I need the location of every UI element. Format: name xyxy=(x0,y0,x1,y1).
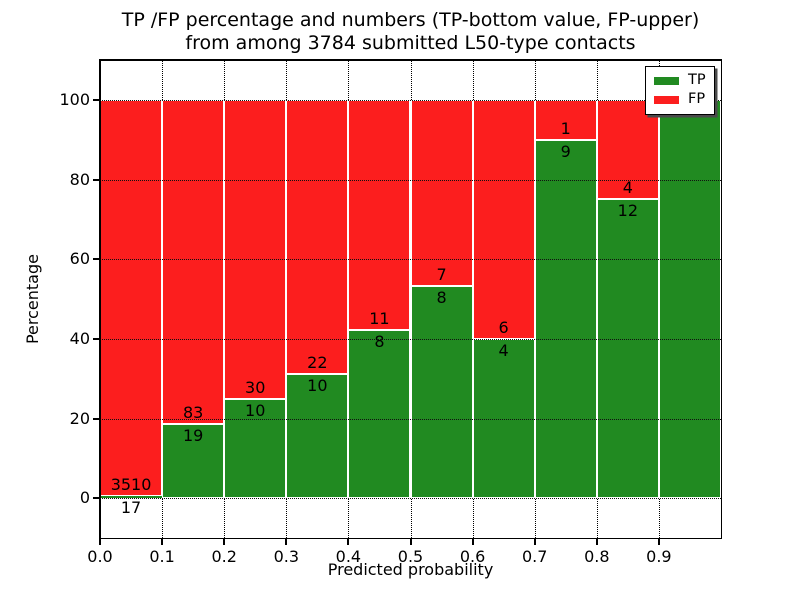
x-tick xyxy=(285,538,288,545)
tp-count-label: 8 xyxy=(436,287,447,307)
x-tick xyxy=(223,538,226,545)
tp-bar-segment xyxy=(162,423,225,499)
y-tick xyxy=(93,417,100,420)
tp-bar-segment xyxy=(472,338,535,499)
x-tick-label: 0.8 xyxy=(584,547,610,566)
x-tick-label: 0.1 xyxy=(149,547,175,566)
axis-spine-bottom xyxy=(100,537,721,539)
tp-count-label: 19 xyxy=(182,425,204,445)
chart-title-line-1: TP /FP percentage and numbers (TP-bottom… xyxy=(121,9,700,31)
x-tick xyxy=(533,538,536,545)
tp-bar-segment xyxy=(348,330,411,499)
x-tick xyxy=(99,538,101,545)
legend-item-label: TP xyxy=(688,72,706,88)
fp-bar-segment xyxy=(410,99,473,286)
x-tick xyxy=(657,538,660,545)
tp-bar-segment xyxy=(286,373,349,499)
x-tick-label: 0.4 xyxy=(335,547,362,566)
tp-bar-segment xyxy=(658,99,721,499)
x-axis-label: Predicted probability xyxy=(327,560,494,579)
tp-count-label: 12 xyxy=(617,201,639,221)
x-tick xyxy=(409,538,412,545)
x-tick xyxy=(161,538,164,545)
fp-bar-segment xyxy=(472,99,535,339)
x-tick xyxy=(595,538,598,545)
tp-bar-segment xyxy=(100,496,163,499)
y-tick xyxy=(93,178,100,181)
fp-bar-segment xyxy=(534,99,597,140)
tp-count-label: 10 xyxy=(245,400,266,420)
legend-item: TP xyxy=(646,71,714,90)
y-tick-label: 40 xyxy=(69,328,90,348)
fp-count-label: 6 xyxy=(498,317,509,337)
fp-bar-segment xyxy=(286,99,349,374)
horizontal-gridline xyxy=(100,259,721,261)
tp-count-label: 10 xyxy=(307,375,328,395)
horizontal-gridline xyxy=(100,179,721,181)
horizontal-gridline xyxy=(100,418,721,420)
tp-bar-segment xyxy=(534,139,597,499)
y-tick-label: 20 xyxy=(69,408,90,428)
tp-bar-segment xyxy=(596,199,659,499)
fp-count-label: 22 xyxy=(307,352,328,372)
chart-title: TP /FP percentage and numbers (TP-bottom… xyxy=(90,9,731,55)
fp-count-label: 3510 xyxy=(110,475,152,495)
fp-bar-segment xyxy=(100,99,163,497)
tp-count-label: 8 xyxy=(374,332,385,352)
chart-title-line-2: from among 3784 submitted L50-type conta… xyxy=(185,32,636,54)
y-tick-label: 60 xyxy=(69,249,90,269)
y-axis-label: Percentage xyxy=(23,254,42,345)
horizontal-gridline xyxy=(100,498,721,500)
fp-swatch-icon xyxy=(654,95,679,104)
fp-count-label: 30 xyxy=(245,377,266,397)
tp-count-label: 9 xyxy=(560,141,571,161)
fp-count-label: 4 xyxy=(622,178,633,198)
tp-count-label: 17 xyxy=(120,498,142,518)
tp-swatch-icon xyxy=(654,76,679,85)
plot-area: 35101783193010221011878641941213 xyxy=(99,59,722,539)
y-tick-label: 80 xyxy=(69,169,90,189)
legend-item-label: FP xyxy=(688,91,706,107)
tp-bar-segment xyxy=(410,285,473,499)
axis-spine-top xyxy=(100,59,721,61)
y-tick-label: 0 xyxy=(79,488,90,508)
fp-bar-segment xyxy=(224,99,287,399)
x-tick-label: 0.5 xyxy=(397,547,424,566)
x-tick-label: 0.3 xyxy=(273,547,300,566)
y-tick xyxy=(93,497,100,500)
y-tick-label: 100 xyxy=(59,89,90,109)
fp-count-label: 11 xyxy=(369,309,390,329)
axis-spine-right xyxy=(720,59,722,539)
fp-count-label: 83 xyxy=(182,402,204,422)
horizontal-gridline xyxy=(100,99,721,101)
x-tick-label: 0.2 xyxy=(211,547,237,566)
y-tick xyxy=(93,258,100,261)
y-tick xyxy=(93,337,100,340)
legend: TP FP xyxy=(645,66,715,115)
x-tick-label: 0.7 xyxy=(521,547,548,566)
legend-item: FP xyxy=(646,90,714,109)
tp-bar-segment xyxy=(224,398,287,499)
x-tick-label: 0.6 xyxy=(459,547,486,566)
fp-bar-segment xyxy=(596,99,659,200)
tp-count-label: 4 xyxy=(498,340,509,360)
x-tick xyxy=(471,538,474,545)
fp-bar-segment xyxy=(348,99,411,331)
horizontal-gridline xyxy=(100,338,721,340)
axis-spine-left xyxy=(99,59,101,539)
y-tick xyxy=(93,98,100,101)
x-tick xyxy=(347,538,350,545)
fp-count-label: 7 xyxy=(436,264,447,284)
x-tick-label: 0.0 xyxy=(87,547,113,566)
fp-count-label: 1 xyxy=(560,118,571,138)
x-tick-label: 0.9 xyxy=(646,547,672,566)
fp-bar-segment xyxy=(162,99,225,424)
